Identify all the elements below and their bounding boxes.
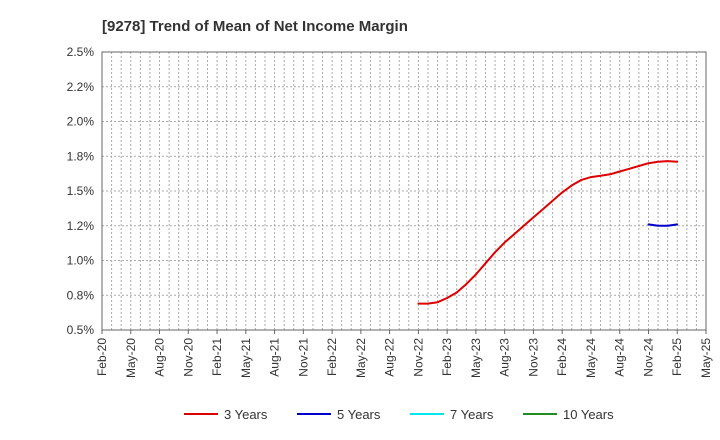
x-tick-label: Nov-24 bbox=[641, 338, 655, 377]
series-lines bbox=[417, 160, 679, 305]
y-tick-label: 2.5% bbox=[67, 45, 95, 59]
plot-frame bbox=[101, 51, 707, 331]
x-tick-label: Aug-24 bbox=[613, 338, 627, 377]
y-tick-label: 2.2% bbox=[67, 80, 95, 94]
x-tick-label: Aug-20 bbox=[153, 338, 167, 377]
y-tick-label: 1.2% bbox=[67, 219, 95, 233]
y-tick-label: 1.5% bbox=[67, 184, 95, 198]
x-tick-label: Feb-22 bbox=[325, 338, 339, 376]
legend-label: 3 Years bbox=[224, 407, 268, 422]
x-tick-label: May-23 bbox=[469, 338, 483, 378]
chart-title: [9278] Trend of Mean of Net Income Margi… bbox=[102, 18, 408, 35]
x-tick-label: May-20 bbox=[124, 338, 138, 378]
x-tick-label: Feb-20 bbox=[95, 338, 109, 376]
x-tick-label: Feb-21 bbox=[210, 338, 224, 376]
x-tick-label: Feb-23 bbox=[440, 338, 454, 376]
x-tick-label: Nov-23 bbox=[526, 338, 540, 377]
x-tick-label: May-22 bbox=[354, 338, 368, 378]
x-tick-label: May-21 bbox=[239, 338, 253, 378]
x-tick-label: Nov-22 bbox=[411, 338, 425, 377]
legend-label: 5 Years bbox=[337, 407, 381, 422]
y-tick-label: 0.8% bbox=[67, 288, 95, 302]
legend-label: 7 Years bbox=[450, 407, 494, 422]
y-tick-label: 0.5% bbox=[67, 323, 95, 337]
y-tick-label: 1.0% bbox=[67, 254, 95, 268]
series-line-2 bbox=[647, 223, 679, 227]
series-line-1 bbox=[417, 160, 679, 305]
x-tick-label: Feb-25 bbox=[670, 338, 684, 376]
y-axis: 0.5% 0.8% 1.0% 1.2% 1.5% 1.8% 2.0% 2.2% 2.5% bbox=[67, 45, 95, 337]
x-tick-label: Nov-20 bbox=[181, 338, 195, 377]
x-axis: Feb-20 May-20 Aug-20 Nov-20 Feb-21 May-21 Aug-… bbox=[95, 330, 713, 378]
legend-label: 10 Years bbox=[563, 407, 614, 422]
x-tick-label: Nov-21 bbox=[296, 338, 310, 377]
x-tick-label: Aug-21 bbox=[268, 338, 282, 377]
y-tick-label: 1.8% bbox=[67, 149, 95, 163]
legend: 3 Years 5 Years 7 Years 10 Years bbox=[184, 407, 614, 422]
x-tick-label: May-24 bbox=[584, 338, 598, 378]
y-tick-label: 2.0% bbox=[67, 115, 95, 129]
x-tick-label: May-25 bbox=[699, 338, 713, 378]
x-tick-label: Aug-22 bbox=[383, 338, 397, 377]
x-tick-label: Aug-23 bbox=[498, 338, 512, 377]
x-tick-label: Feb-24 bbox=[555, 338, 569, 376]
